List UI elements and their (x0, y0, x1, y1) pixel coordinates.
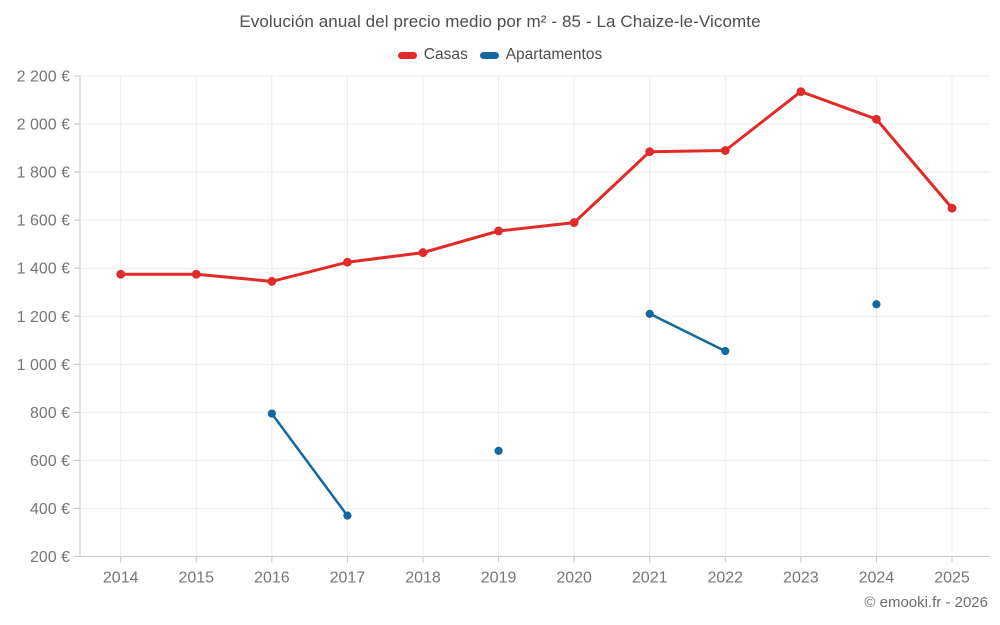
data-point-casas-2017[interactable] (343, 257, 352, 267)
y-tick-label: 2 200 € (17, 69, 70, 86)
y-tick-label: 400 € (30, 501, 70, 518)
y-tick-label: 1 400 € (17, 261, 70, 278)
chart-title: Evolución anual del precio medio por m² … (239, 12, 761, 31)
x-tick-label: 2015 (178, 570, 214, 587)
x-tick-label: 2016 (254, 570, 290, 587)
data-point-apartamentos-2021[interactable] (645, 309, 654, 318)
x-tick-label: 2014 (103, 570, 139, 587)
y-tick-label: 1 800 € (17, 165, 70, 182)
data-point-casas-2015[interactable] (191, 269, 201, 279)
data-point-apartamentos-2017[interactable] (343, 511, 352, 520)
x-tick-label: 2020 (556, 570, 592, 587)
data-point-casas-2016[interactable] (267, 277, 277, 286)
series-line-apartamentos (648, 312, 727, 353)
series-line-apartamentos (270, 412, 349, 517)
data-point-casas-2024[interactable] (872, 114, 881, 124)
legend-label-casas: Casas (423, 46, 468, 63)
casas-swatch-icon (397, 51, 417, 59)
y-tick-label: 800 € (30, 405, 70, 422)
data-point-apartamentos-2019[interactable] (494, 446, 503, 455)
data-point-casas-2023[interactable] (796, 87, 806, 97)
data-point-casas-2021[interactable] (645, 147, 655, 157)
legend-item-casas[interactable]: Casas (397, 46, 468, 64)
x-tick-label: 2025 (934, 570, 970, 587)
data-point-casas-2014[interactable] (116, 269, 126, 279)
x-tick-label: 2018 (405, 570, 441, 587)
x-tick-label: 2021 (632, 570, 668, 587)
y-tick-label: 1 000 € (17, 357, 70, 374)
x-tick-label: 2017 (330, 570, 366, 587)
legend-item-apartamentos[interactable]: Apartamentos (479, 46, 603, 64)
data-point-casas-2020[interactable] (569, 218, 579, 227)
x-tick-label: 2019 (481, 570, 517, 587)
apartamentos-swatch-icon (479, 51, 499, 59)
data-point-casas-2022[interactable] (720, 146, 730, 155)
data-point-apartamentos-2024[interactable] (872, 300, 881, 309)
data-point-casas-2019[interactable] (494, 226, 503, 236)
data-point-apartamentos-2016[interactable] (267, 409, 276, 418)
legend-label-apartamentos: Apartamentos (505, 46, 603, 63)
data-point-apartamentos-2022[interactable] (721, 346, 730, 356)
y-tick-label: 1 200 € (17, 309, 70, 326)
x-tick-label: 2022 (707, 570, 743, 587)
watermark: © emooki.fr - 2026 (864, 594, 988, 611)
y-tick-label: 600 € (30, 453, 70, 470)
x-tick-label: 2023 (783, 570, 819, 587)
y-tick-label: 200 € (30, 549, 70, 566)
y-tick-label: 2 000 € (17, 117, 70, 134)
series-line-casas (119, 90, 954, 283)
y-tick-label: 1 600 € (17, 213, 70, 230)
data-point-casas-2018[interactable] (418, 248, 428, 257)
data-point-casas-2025[interactable] (947, 203, 957, 213)
legend: Casas Apartamentos (0, 44, 1000, 66)
x-tick-label: 2024 (859, 570, 895, 587)
